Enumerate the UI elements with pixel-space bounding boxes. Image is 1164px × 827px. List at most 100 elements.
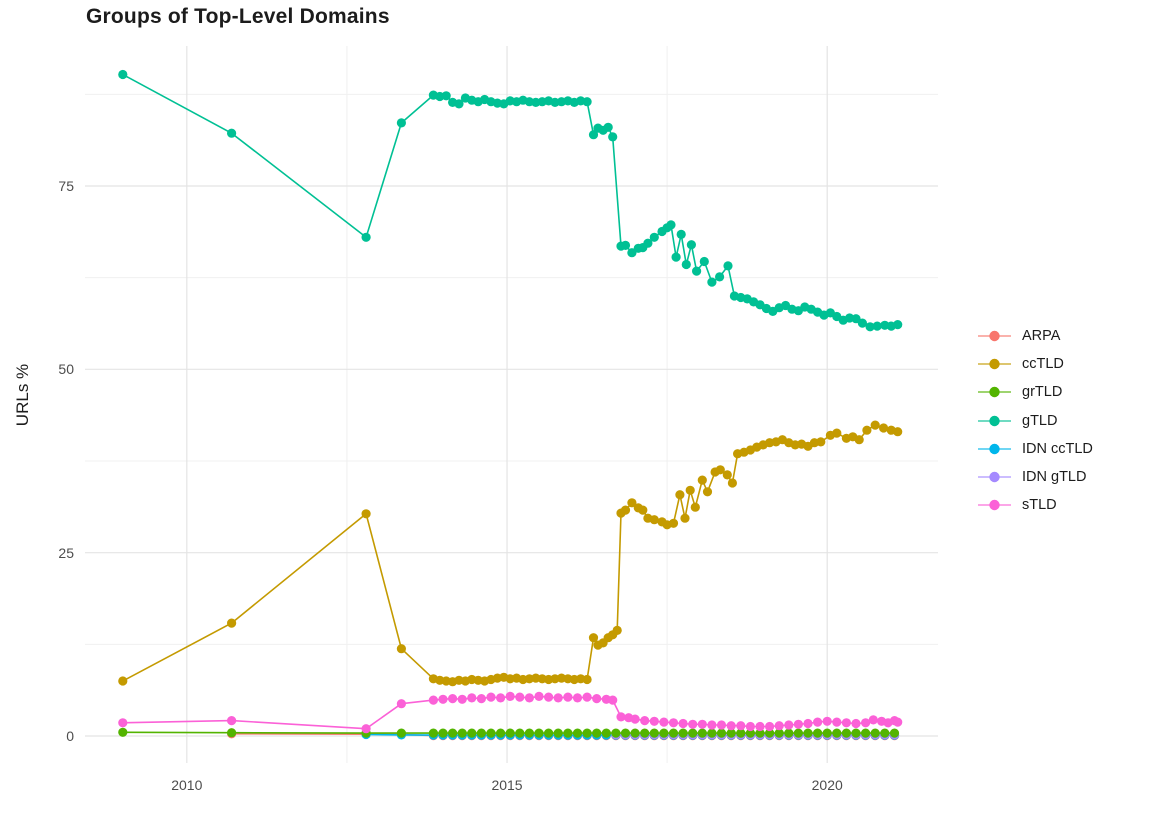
data-point-ccTLD — [361, 509, 371, 519]
data-point-gTLD — [361, 232, 371, 242]
data-point-gTLD — [857, 318, 868, 328]
data-point-grTLD — [736, 728, 746, 738]
y-tick-label: 0 — [66, 728, 74, 744]
data-point-ccTLD — [612, 625, 622, 636]
data-point-sTLD — [396, 699, 406, 709]
y-tick-label: 75 — [58, 177, 74, 194]
legend-key-icon — [978, 415, 1011, 426]
data-point-sTLD — [893, 717, 903, 727]
data-point-grTLD — [640, 728, 650, 738]
x-tick-label: 2010 — [171, 777, 203, 793]
legend-key-icon — [978, 443, 1011, 455]
legend-item-ARPA: ARPA — [978, 322, 1093, 350]
data-point-sTLD — [227, 716, 237, 726]
legend-item-ccTLD: ccTLD — [978, 350, 1093, 378]
data-point-gTLD — [608, 132, 618, 142]
data-point-ccTLD — [627, 498, 637, 508]
data-point-ccTLD — [620, 505, 631, 515]
data-point-grTLD — [755, 728, 765, 738]
data-point-grTLD — [457, 728, 467, 738]
data-point-ccTLD — [893, 427, 903, 437]
data-point-gTLD — [893, 320, 903, 330]
legend-label: sTLD — [1022, 497, 1057, 514]
data-point-sTLD — [438, 694, 448, 704]
data-point-ccTLD — [675, 490, 685, 500]
series-line-ccTLD — [122, 424, 898, 683]
data-point-grTLD — [486, 728, 496, 738]
data-point-sTLD — [486, 692, 496, 702]
data-point-gTLD — [227, 128, 237, 138]
data-point-grTLD — [870, 728, 880, 738]
data-point-ccTLD — [227, 618, 237, 628]
data-point-sTLD — [649, 716, 659, 726]
data-point-sTLD — [361, 724, 371, 734]
data-point-sTLD — [505, 691, 515, 702]
data-point-grTLD — [659, 728, 669, 738]
data-point-grTLD — [784, 728, 794, 738]
legend-label: ARPA — [1022, 328, 1061, 345]
data-point-sTLD — [793, 719, 804, 729]
data-point-sTLD — [745, 721, 756, 732]
data-point-grTLD — [726, 728, 736, 738]
data-point-grTLD — [880, 728, 890, 738]
data-point-ccTLD — [685, 485, 695, 495]
legend-label: ccTLD — [1022, 356, 1064, 373]
data-point-sTLD — [524, 693, 534, 703]
data-point-grTLD — [678, 728, 688, 738]
data-point-gTLD — [671, 252, 681, 262]
data-point-sTLD — [630, 714, 640, 724]
data-point-gTLD — [620, 240, 631, 250]
legend-label: IDN gTLD — [1022, 469, 1087, 486]
data-point-sTLD — [659, 717, 669, 727]
data-point-grTLD — [688, 728, 698, 738]
data-point-ccTLD — [715, 465, 725, 475]
data-point-grTLD — [227, 728, 237, 738]
data-point-grTLD — [793, 728, 804, 738]
data-point-sTLD — [616, 712, 626, 722]
data-point-ccTLD — [396, 644, 406, 654]
data-point-sTLD — [784, 720, 794, 730]
data-point-grTLD — [515, 728, 525, 738]
data-point-grTLD — [861, 728, 871, 738]
data-point-grTLD — [524, 728, 534, 738]
legend-key-dot — [989, 500, 1000, 511]
data-point-grTLD — [803, 728, 813, 738]
data-point-sTLD — [832, 717, 842, 727]
data-point-grTLD — [774, 728, 784, 738]
data-point-grTLD — [476, 728, 486, 738]
data-point-ccTLD — [722, 470, 732, 480]
data-point-sTLD — [822, 716, 832, 726]
data-point-gTLD — [851, 314, 861, 324]
data-point-sTLD — [755, 721, 765, 732]
data-point-gTLD — [699, 256, 709, 267]
data-point-gTLD — [872, 321, 882, 331]
data-point-gTLD — [692, 266, 702, 276]
data-point-gTLD — [441, 91, 451, 101]
data-point-gTLD — [603, 122, 613, 132]
data-point-gTLD — [454, 99, 464, 109]
data-point-sTLD — [582, 692, 592, 702]
data-point-ccTLD — [870, 420, 880, 430]
data-point-grTLD — [620, 728, 631, 738]
plot-area — [85, 46, 938, 763]
data-point-gTLD — [715, 272, 725, 282]
legend-key-icon — [978, 500, 1011, 511]
data-point-sTLD — [688, 719, 698, 729]
data-point-ccTLD — [862, 425, 872, 435]
data-point-sTLD — [572, 693, 583, 703]
data-point-sTLD — [861, 718, 871, 728]
data-point-gTLD — [676, 229, 686, 239]
data-point-sTLD — [608, 695, 618, 705]
data-point-gTLD — [686, 240, 697, 250]
legend-item-sTLD: sTLD — [978, 491, 1093, 519]
data-point-sTLD — [726, 721, 736, 731]
data-point-sTLD — [515, 692, 525, 702]
legend-label: IDN ccTLD — [1022, 440, 1093, 457]
data-point-ccTLD — [854, 435, 864, 445]
data-point-sTLD — [716, 720, 727, 730]
data-point-gTLD — [865, 322, 875, 332]
data-point-gTLD — [666, 220, 676, 230]
data-point-gTLD — [681, 259, 691, 270]
data-point-grTLD — [553, 728, 563, 738]
